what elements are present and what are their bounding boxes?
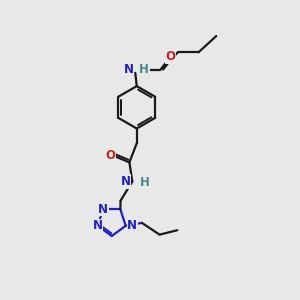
Text: N: N — [121, 175, 131, 188]
Text: N: N — [93, 219, 103, 232]
Text: N: N — [127, 219, 137, 232]
Text: N: N — [124, 63, 134, 76]
Text: H: H — [140, 176, 150, 190]
Text: O: O — [105, 148, 115, 161]
Text: N: N — [98, 203, 108, 216]
Text: H: H — [139, 63, 149, 76]
Text: O: O — [166, 50, 176, 63]
